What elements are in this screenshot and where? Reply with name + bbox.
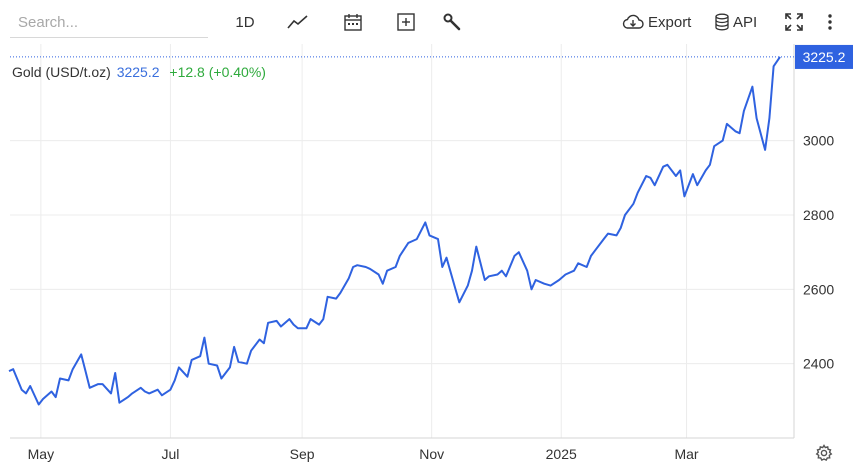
date-range-button[interactable] <box>342 8 364 36</box>
price-series-line <box>8 56 781 406</box>
settings-wrench-button[interactable] <box>441 8 463 36</box>
plus-box-icon <box>396 12 416 32</box>
y-tick-label: 2600 <box>803 281 834 297</box>
chart-settings-button[interactable] <box>815 444 833 462</box>
cloud-download-icon <box>622 14 644 30</box>
chart-type-button[interactable] <box>286 8 310 36</box>
api-label: API <box>733 13 758 31</box>
fullscreen-icon <box>784 12 804 32</box>
x-tick-label: 2025 <box>546 446 577 462</box>
database-icon <box>714 13 730 31</box>
chart-legend: Gold (USD/t.oz) 3225.2 +12.8 (+0.40%) <box>12 64 266 80</box>
compare-button[interactable] <box>395 8 417 36</box>
wrench-icon <box>442 12 462 32</box>
toolbar: 1D <box>0 0 858 44</box>
x-tick-label: Sep <box>290 446 315 462</box>
x-tick-label: May <box>28 446 54 462</box>
y-tick-label: 2400 <box>803 356 834 372</box>
x-tick-label: Nov <box>419 446 444 462</box>
legend-price: 3225.2 <box>116 64 160 80</box>
legend-instrument-name: Gold (USD/t.oz) <box>12 64 111 80</box>
interval-button[interactable]: 1D <box>232 8 258 36</box>
export-label: Export <box>648 13 692 31</box>
more-button[interactable] <box>822 8 838 36</box>
last-price-tag-label: 3225.2 <box>803 49 846 65</box>
fullscreen-button[interactable] <box>783 8 805 36</box>
legend-change: +12.8 (+0.40%) <box>169 64 266 80</box>
y-tick-label: 3000 <box>803 133 834 149</box>
line-chart-icon <box>287 14 309 30</box>
api-button[interactable]: API <box>714 8 762 36</box>
calendar-icon <box>343 12 363 32</box>
interval-label: 1D <box>235 13 255 31</box>
y-tick-label: 2800 <box>803 207 834 223</box>
x-tick-label: Jul <box>161 446 179 462</box>
gear-icon <box>815 444 833 466</box>
more-vertical-icon <box>827 13 833 31</box>
last-price-tag <box>795 44 853 69</box>
x-tick-label: Mar <box>674 446 698 462</box>
export-button[interactable]: Export <box>622 8 694 36</box>
search-input[interactable] <box>10 8 208 38</box>
